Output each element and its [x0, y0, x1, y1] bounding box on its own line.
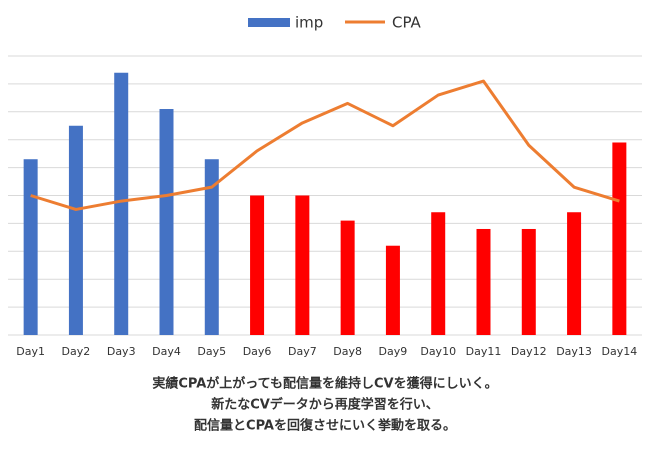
bar — [23, 159, 38, 335]
bar — [612, 142, 627, 335]
bar — [159, 109, 174, 335]
x-tick-label: Day1 — [16, 345, 45, 358]
x-tick-label: Day12 — [511, 345, 547, 358]
x-tick-label: Day8 — [333, 345, 362, 358]
x-tick-label: Day6 — [243, 345, 272, 358]
bar — [295, 195, 310, 335]
x-tick-label: Day11 — [466, 345, 502, 358]
bar — [114, 72, 129, 336]
bar — [431, 212, 446, 335]
x-tick-label: Day7 — [288, 345, 317, 358]
x-tick-label: Day3 — [107, 345, 136, 358]
bar — [567, 212, 582, 335]
bar — [68, 125, 83, 335]
bar — [250, 195, 265, 335]
bar — [385, 245, 400, 335]
bar — [204, 159, 219, 335]
caption: 新たなCVデータから再度学習を行い、 — [211, 397, 439, 413]
x-tick-label: Day9 — [379, 345, 408, 358]
x-tick-label: Day14 — [601, 345, 637, 358]
x-tick-label: Day10 — [420, 345, 456, 358]
bar — [476, 228, 491, 335]
x-tick-label: Day4 — [152, 345, 181, 358]
caption: 実績CPAが上がっても配信量を維持しCVを獲得にしいく。 — [152, 376, 497, 392]
caption: 配信量とCPAを回復させにいく挙動を取る。 — [194, 418, 456, 434]
line — [30, 79, 620, 211]
x-tick-label: Day13 — [556, 345, 592, 358]
bar — [521, 228, 536, 335]
legend-label: CPA — [392, 14, 422, 32]
x-tick-label: Day5 — [197, 345, 226, 358]
x-tick-label: Day2 — [62, 345, 91, 358]
bar — [340, 220, 355, 335]
legend-label: imp — [295, 14, 323, 32]
legend-swatch — [248, 18, 290, 27]
